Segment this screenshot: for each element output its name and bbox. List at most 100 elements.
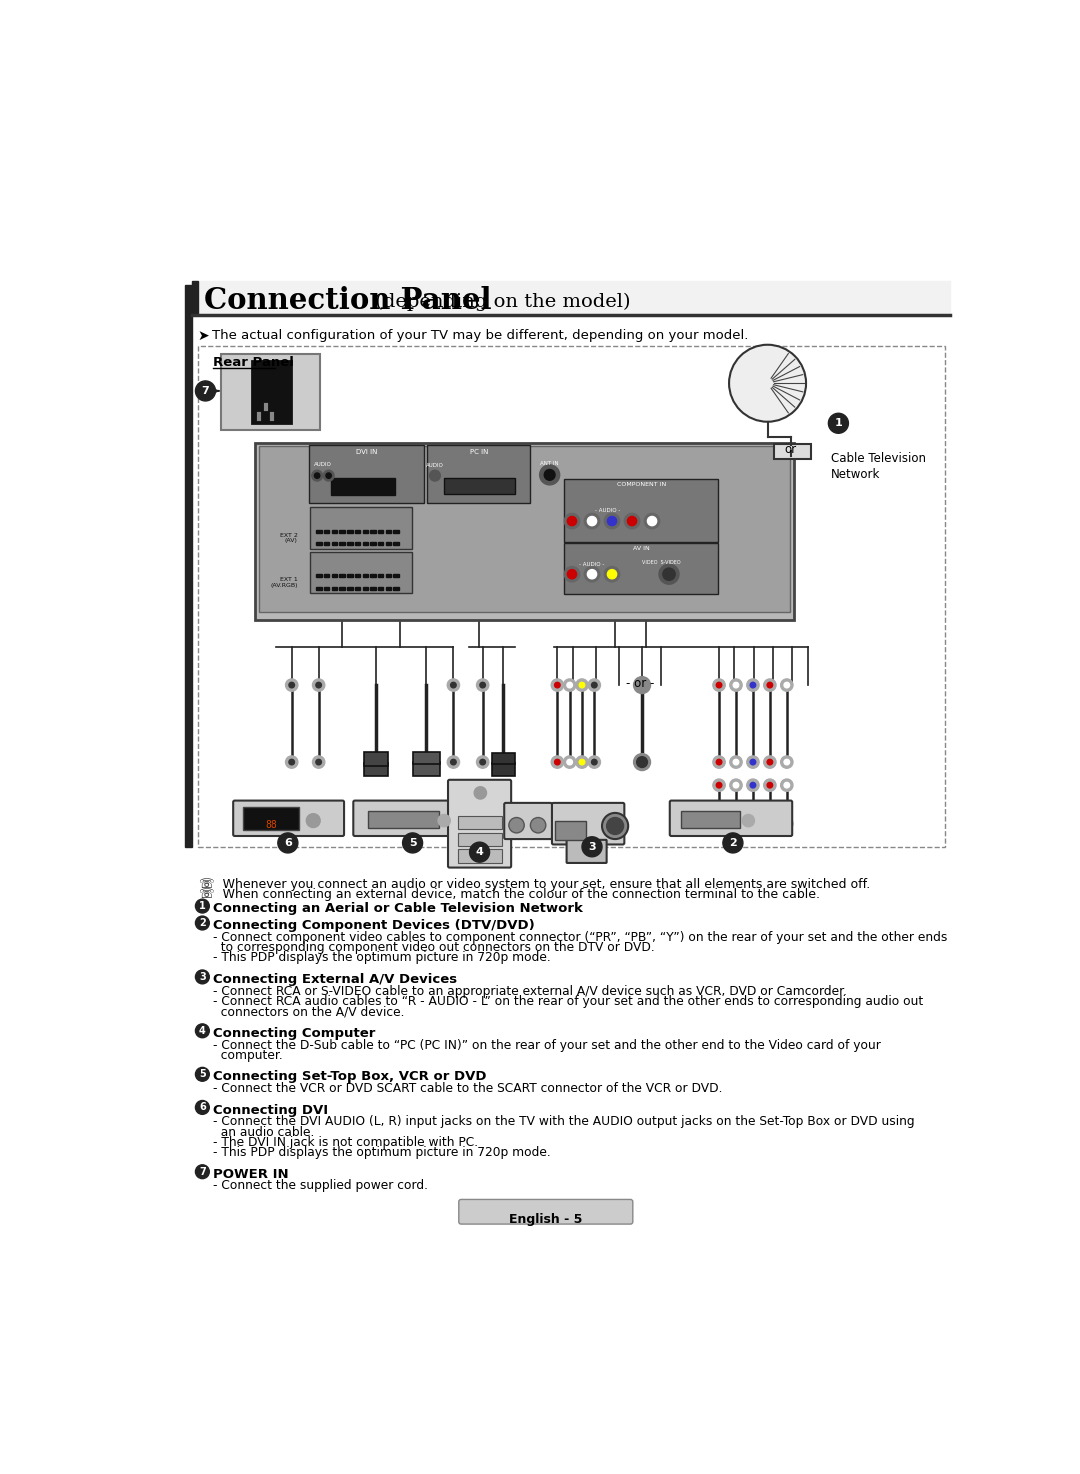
- Circle shape: [764, 818, 777, 830]
- Text: AV IN: AV IN: [633, 547, 650, 551]
- Circle shape: [509, 818, 524, 833]
- Circle shape: [605, 513, 620, 529]
- Circle shape: [447, 756, 460, 768]
- Text: - Connect component video cables to component connector (“PR”, “PB”, “Y”) on the: - Connect component video cables to comp…: [213, 930, 947, 943]
- Text: AUDIO: AUDIO: [314, 461, 333, 467]
- Circle shape: [764, 780, 777, 792]
- Circle shape: [751, 682, 756, 688]
- FancyBboxPatch shape: [413, 752, 440, 764]
- Circle shape: [607, 569, 617, 579]
- FancyBboxPatch shape: [243, 806, 299, 830]
- Text: - Connect the D-Sub cable to “PC (PC IN)” on the rear of your set and the other : - Connect the D-Sub cable to “PC (PC IN)…: [213, 1039, 881, 1051]
- Text: - Connect the DVI AUDIO (L, R) input jacks on the TV with the AUDIO output jacks: - Connect the DVI AUDIO (L, R) input jac…: [213, 1116, 915, 1128]
- Bar: [316, 542, 322, 545]
- Bar: [386, 575, 391, 578]
- Bar: [363, 587, 368, 590]
- Text: PC IN: PC IN: [470, 448, 488, 454]
- Circle shape: [767, 682, 772, 688]
- Circle shape: [544, 470, 555, 481]
- Circle shape: [723, 833, 743, 853]
- Circle shape: [285, 756, 298, 768]
- FancyBboxPatch shape: [309, 445, 424, 503]
- Text: - or -: - or -: [625, 678, 653, 690]
- Text: connectors on the A/V device.: connectors on the A/V device.: [213, 1005, 405, 1019]
- Circle shape: [315, 682, 322, 688]
- Circle shape: [567, 569, 577, 579]
- Circle shape: [307, 814, 320, 827]
- Text: 2: 2: [729, 837, 737, 848]
- Text: Connecting External A/V Devices: Connecting External A/V Devices: [213, 973, 457, 986]
- FancyBboxPatch shape: [310, 551, 411, 594]
- Text: EXT 2
(AV): EXT 2 (AV): [280, 532, 298, 544]
- FancyBboxPatch shape: [680, 811, 740, 827]
- Bar: [363, 529, 368, 532]
- Text: - This PDP displays the optimum picture in 720p mode.: - This PDP displays the optimum picture …: [213, 1147, 551, 1160]
- Text: ☏  Whenever you connect an audio or video system to your set, ensure that all el: ☏ Whenever you connect an audio or video…: [200, 877, 870, 890]
- Circle shape: [592, 759, 597, 765]
- Bar: [324, 542, 329, 545]
- Text: ANT IN: ANT IN: [540, 461, 559, 466]
- Circle shape: [315, 759, 322, 765]
- Text: 5: 5: [199, 1069, 206, 1079]
- Text: 3: 3: [199, 971, 206, 982]
- Circle shape: [607, 818, 623, 834]
- Bar: [191, 282, 198, 314]
- Circle shape: [730, 680, 742, 691]
- FancyBboxPatch shape: [567, 840, 607, 862]
- Text: 7: 7: [202, 386, 210, 397]
- Circle shape: [659, 565, 679, 584]
- Bar: [339, 529, 345, 532]
- FancyBboxPatch shape: [220, 354, 320, 430]
- FancyBboxPatch shape: [448, 780, 511, 868]
- Circle shape: [764, 680, 777, 691]
- Circle shape: [285, 680, 298, 691]
- Text: 4: 4: [199, 1026, 206, 1036]
- Text: The actual configuration of your TV may be different, depending on your model.: The actual configuration of your TV may …: [212, 329, 748, 342]
- Circle shape: [592, 682, 597, 688]
- Circle shape: [195, 1024, 210, 1038]
- Circle shape: [713, 780, 725, 792]
- Circle shape: [474, 787, 486, 799]
- FancyBboxPatch shape: [458, 833, 502, 846]
- Bar: [339, 542, 345, 545]
- Text: an audio cable.: an audio cable.: [213, 1126, 314, 1138]
- Circle shape: [746, 780, 759, 792]
- Circle shape: [564, 513, 580, 529]
- Text: 1: 1: [199, 901, 206, 911]
- Circle shape: [716, 759, 721, 765]
- FancyBboxPatch shape: [444, 478, 515, 494]
- Bar: [363, 542, 368, 545]
- Circle shape: [733, 783, 739, 789]
- Circle shape: [530, 818, 545, 833]
- Bar: [258, 447, 789, 612]
- Text: 2: 2: [199, 918, 206, 929]
- FancyBboxPatch shape: [459, 1200, 633, 1223]
- Bar: [347, 587, 352, 590]
- FancyBboxPatch shape: [564, 544, 717, 594]
- Circle shape: [567, 516, 577, 526]
- Bar: [316, 587, 322, 590]
- Circle shape: [195, 1067, 210, 1082]
- Bar: [355, 587, 361, 590]
- Bar: [370, 529, 376, 532]
- Text: AUDIO: AUDIO: [426, 463, 444, 467]
- Bar: [339, 587, 345, 590]
- Text: Connecting Set-Top Box, VCR or DVD: Connecting Set-Top Box, VCR or DVD: [213, 1070, 487, 1083]
- Circle shape: [733, 759, 739, 765]
- Bar: [347, 575, 352, 578]
- FancyBboxPatch shape: [368, 811, 438, 827]
- FancyBboxPatch shape: [564, 479, 717, 542]
- Circle shape: [733, 682, 739, 688]
- Circle shape: [730, 818, 742, 830]
- Text: - This PDP displays the optimum picture in 720p mode.: - This PDP displays the optimum picture …: [213, 952, 551, 964]
- Bar: [355, 575, 361, 578]
- Text: computer.: computer.: [213, 1049, 283, 1061]
- Circle shape: [729, 345, 806, 422]
- Circle shape: [564, 680, 576, 691]
- Bar: [324, 575, 329, 578]
- Circle shape: [634, 677, 650, 694]
- Circle shape: [602, 812, 629, 839]
- Circle shape: [314, 473, 320, 479]
- Circle shape: [447, 680, 460, 691]
- Text: 6: 6: [199, 1103, 206, 1113]
